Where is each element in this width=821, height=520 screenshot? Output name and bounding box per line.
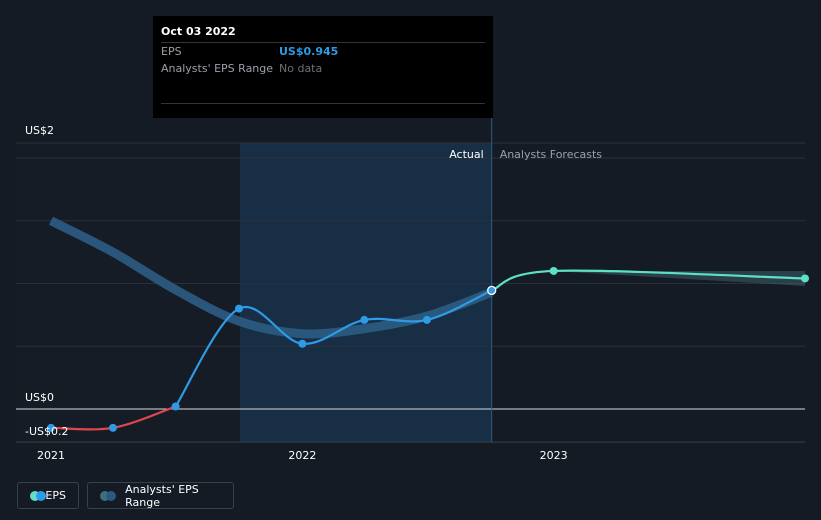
- y-axis-labels: US$2 US$0 -US$0.2: [25, 124, 69, 438]
- eps-forecast-line: [491, 269, 806, 292]
- eps-point: [422, 315, 431, 324]
- eps-point: [171, 402, 180, 411]
- x-tick-label: 2023: [540, 449, 568, 462]
- eps-legend-icon: [30, 490, 46, 501]
- analysts-eps-range-band: [48, 216, 494, 339]
- legend-eps-label: EPS: [45, 489, 66, 502]
- legend-analysts-range[interactable]: Analysts' EPS Range: [87, 482, 234, 509]
- legend-eps[interactable]: EPS: [17, 482, 79, 509]
- forecast-range-band: [553, 270, 805, 287]
- tooltip-range-row: Analysts' EPS Range No data: [161, 60, 485, 77]
- eps-points: [47, 266, 809, 432]
- past-period-shade: [240, 143, 492, 443]
- eps-point: [108, 423, 117, 432]
- tooltip: Oct 03 2022 EPS US$0.945 Analysts' EPS R…: [153, 16, 493, 118]
- tooltip-eps-label: EPS: [161, 45, 182, 58]
- x-axis-labels: 2021 2022 2023: [37, 449, 568, 462]
- tooltip-range-value: No data: [279, 62, 323, 75]
- y-tick-label: US$2: [25, 124, 54, 137]
- y-tick-label: US$0: [25, 391, 54, 404]
- early-period-shade: [16, 143, 240, 443]
- y-tick-label: -US$0.2: [25, 425, 69, 438]
- x-tick-label: 2022: [288, 449, 316, 462]
- analysts-forecasts-label: Analysts Forecasts: [500, 148, 603, 161]
- legend-range-label: Analysts' EPS Range: [125, 482, 199, 509]
- eps-point: [360, 315, 369, 324]
- eps-point: [487, 285, 497, 296]
- eps-point: [234, 304, 243, 313]
- tooltip-divider: [161, 103, 485, 104]
- eps-forecast-point: [549, 266, 558, 275]
- eps-point: [298, 339, 307, 348]
- tooltip-range-label: Analysts' EPS Range: [161, 62, 274, 75]
- eps-point: [47, 423, 55, 432]
- range-legend-icon: [100, 490, 117, 501]
- x-tick-label: 2021: [37, 449, 65, 462]
- tooltip-eps-row: EPS US$0.945: [161, 42, 485, 60]
- grid-lines: [16, 142, 805, 443]
- eps-forecast-point: [801, 274, 809, 283]
- tooltip-eps-value: US$0.945: [279, 45, 339, 58]
- tooltip-date: Oct 03 2022: [161, 25, 236, 38]
- actual-label: Actual: [449, 148, 483, 161]
